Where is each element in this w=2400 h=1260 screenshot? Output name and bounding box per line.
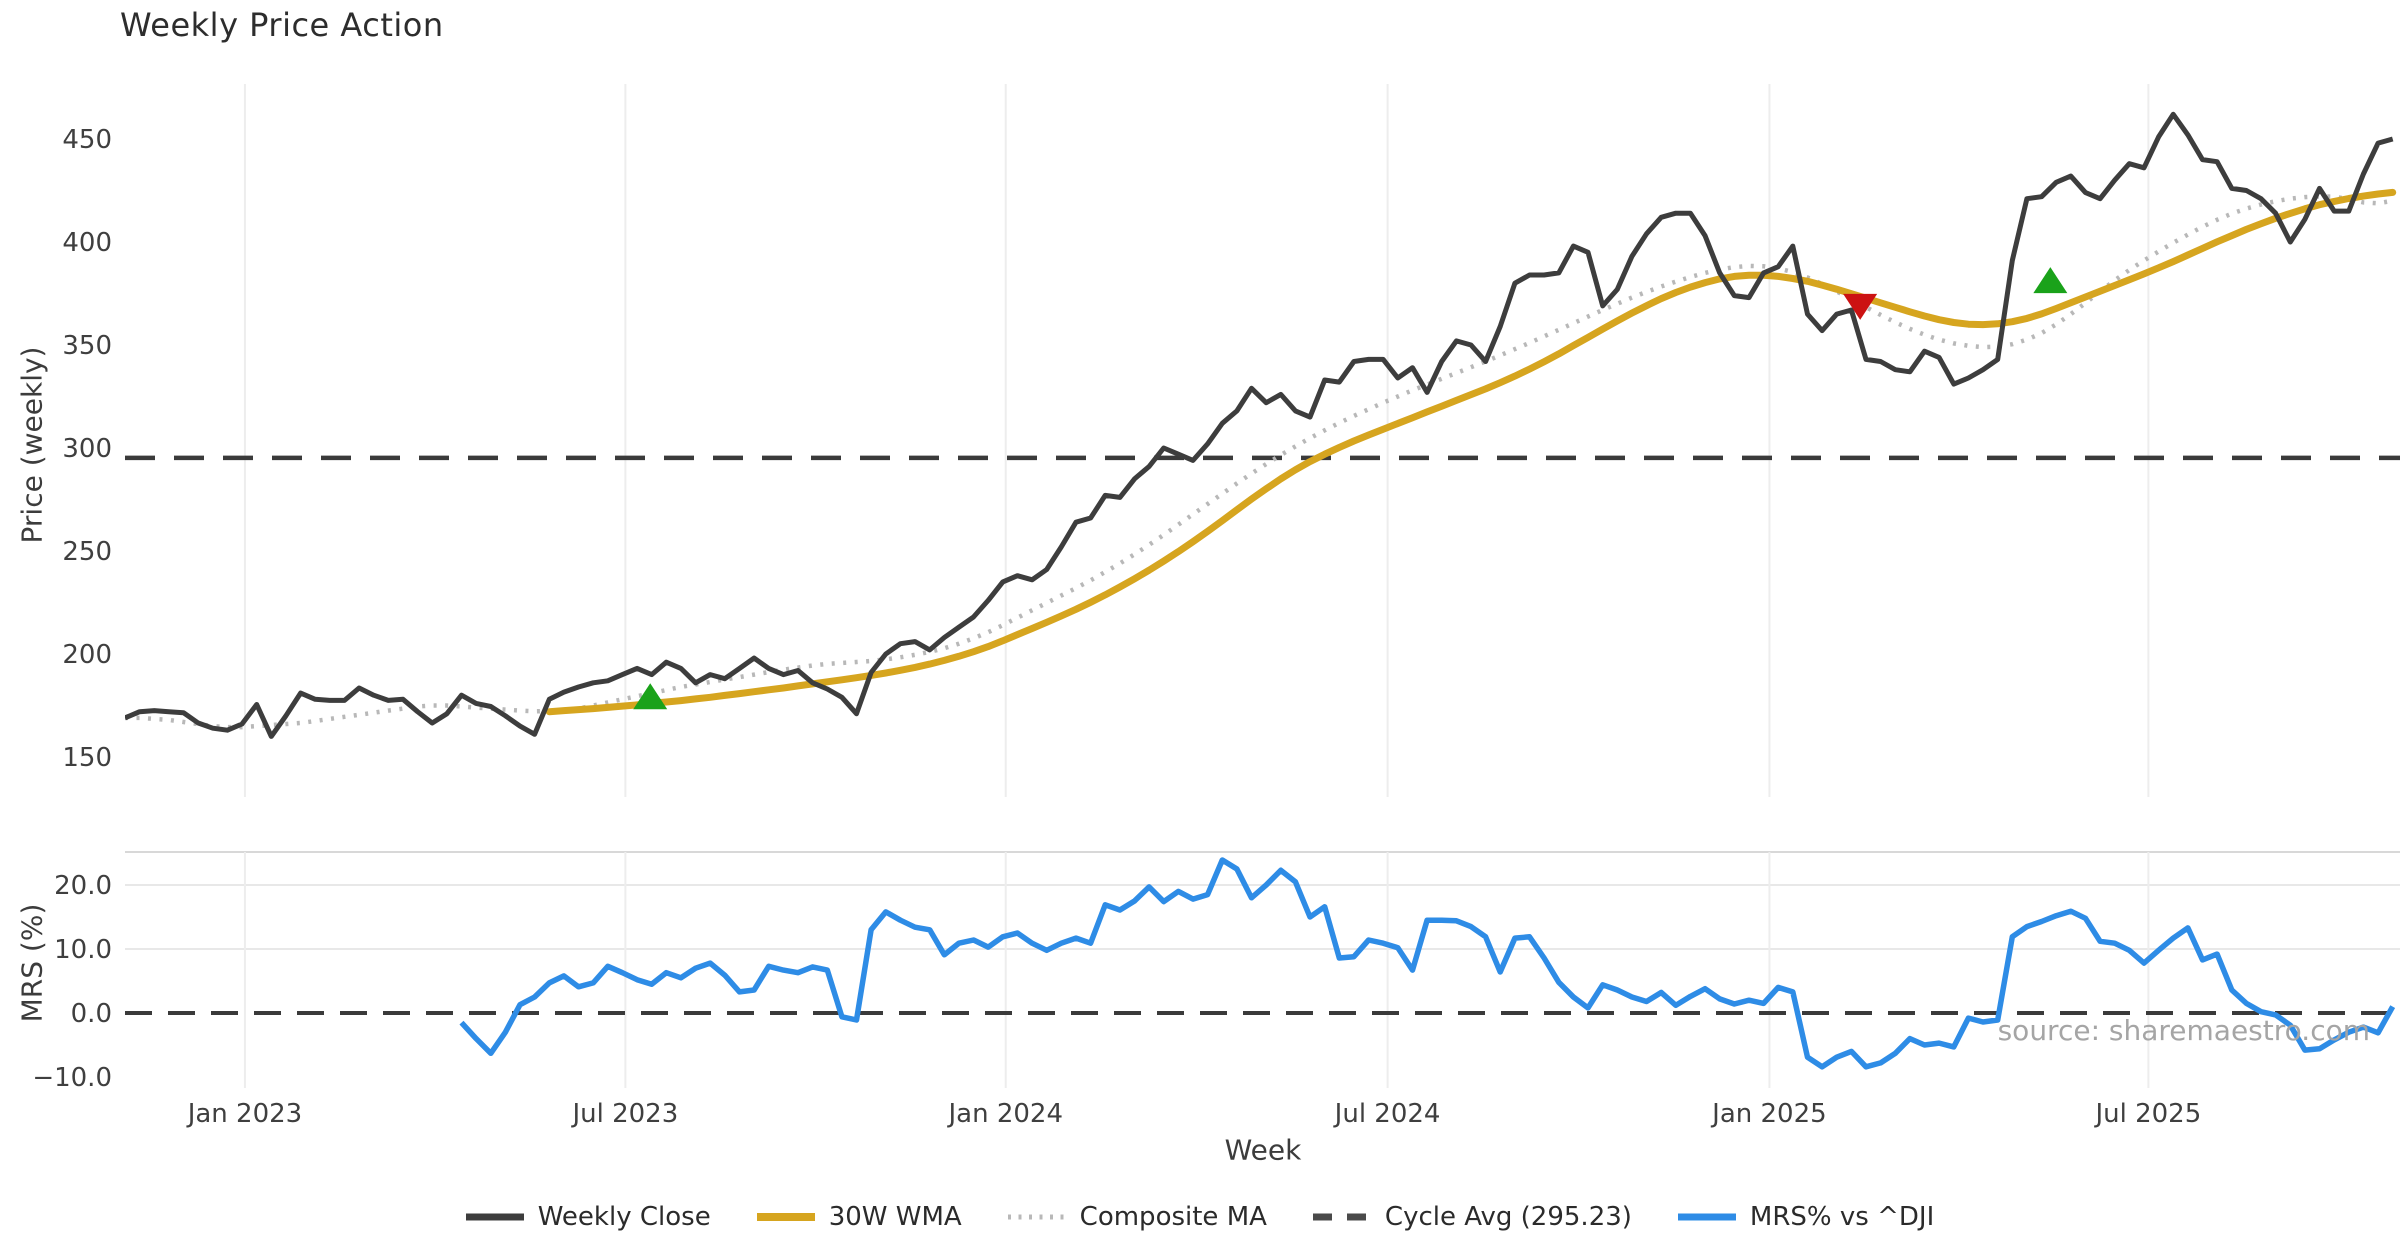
tick-labels: 150 200 250 300 350 400 450 20.0 10.0 0.0 −10.0 Jan… [32, 125, 2201, 1129]
mrs-tick-label: 0.0 [71, 999, 112, 1029]
weekly-close-line [125, 111, 2394, 739]
price-tick-label: 350 [62, 331, 112, 361]
price-tick-label: 450 [62, 125, 112, 155]
legend-swatch-dotted-icon [1007, 1214, 1066, 1220]
price-tick-label: 150 [62, 743, 112, 773]
buy-signal-marker [633, 683, 668, 710]
legend-swatch-solid-icon [1677, 1213, 1736, 1221]
price-panel [125, 84, 2400, 797]
source-watermark: source: sharemaestro.com [1997, 1014, 2370, 1047]
legend-label: 30W WMA [828, 1202, 962, 1232]
mrs-line [459, 857, 2396, 1070]
chart-title: Weekly Price Action [120, 6, 444, 44]
x-tick-label: Jul 2023 [570, 1099, 678, 1129]
legend-swatch-solid-icon [756, 1213, 815, 1221]
buy-signal-marker [2033, 267, 2068, 294]
price-tick-label: 200 [62, 640, 112, 670]
legend-swatch-solid-icon [465, 1213, 524, 1221]
legend-item: Composite MA [1007, 1202, 1267, 1232]
chart-legend: Weekly Close 30W WMA Composite MA Cycle Avg… [0, 1202, 2400, 1232]
legend-label: Cycle Avg (295.23) [1384, 1202, 1632, 1232]
legend-item: Cycle Avg (295.23) [1312, 1202, 1632, 1232]
legend-swatch-dashed-icon [1312, 1213, 1371, 1221]
x-tick-label: Jan 2024 [946, 1099, 1063, 1129]
mrs-tick-label: 20.0 [54, 871, 112, 901]
wma-line [545, 188, 2397, 716]
x-axis-label: Week [1224, 1133, 1302, 1167]
x-tick-label: Jul 2025 [2093, 1099, 2201, 1129]
legend-label: MRS% vs ^DJI [1749, 1202, 1935, 1232]
legend-label: Weekly Close [537, 1202, 711, 1232]
x-tick-label: Jan 2023 [186, 1099, 303, 1129]
price-tick-label: 250 [62, 537, 112, 567]
legend-item: Weekly Close [465, 1202, 711, 1232]
mrs-tick-label: −10.0 [32, 1063, 112, 1093]
composite-ma-line [125, 194, 2394, 730]
x-tick-label: Jan 2025 [1710, 1099, 1827, 1129]
price-tick-label: 400 [62, 228, 112, 258]
mrs-tick-label: 10.0 [54, 935, 112, 965]
x-tick-label: Jul 2024 [1333, 1099, 1441, 1129]
sell-signal-marker [1843, 293, 1878, 320]
legend-label: Composite MA [1079, 1202, 1267, 1232]
legend-item: 30W WMA [756, 1202, 962, 1232]
legend-item: MRS% vs ^DJI [1677, 1202, 1935, 1232]
mrs-panel [125, 851, 2400, 1088]
price-tick-label: 300 [62, 434, 112, 464]
